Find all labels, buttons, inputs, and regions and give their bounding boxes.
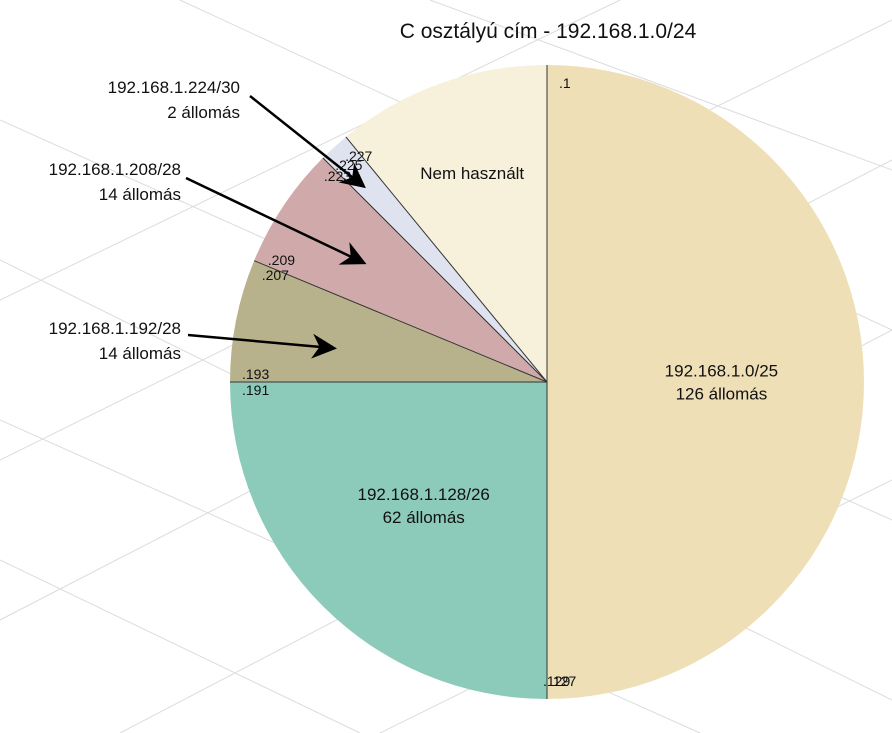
annotation-label-1: 14 állomás bbox=[99, 185, 181, 204]
addr-last-0: .127 bbox=[549, 673, 576, 689]
addr-last-4: .227 bbox=[345, 148, 372, 164]
pie-slice-4 bbox=[322, 136, 547, 382]
annotation-label-2: 192.168.1.192/28 bbox=[49, 319, 181, 338]
annotation-label-1: 192.168.1.208/28 bbox=[49, 160, 181, 179]
slice-divider bbox=[253, 260, 548, 383]
slice-divider bbox=[322, 157, 548, 383]
addr-first-0: .1 bbox=[559, 75, 571, 91]
addr-last-2: .207 bbox=[262, 267, 289, 283]
pie-slice-0 bbox=[547, 65, 864, 699]
grid-line bbox=[429, 0, 892, 171]
slice-dividers bbox=[230, 65, 548, 699]
pie-slices bbox=[230, 65, 864, 699]
pie-slice-3 bbox=[254, 157, 547, 382]
slice-label-0: 192.168.1.0/25 bbox=[665, 362, 778, 381]
grid-line bbox=[0, 0, 621, 301]
addr-last-1: .191 bbox=[242, 382, 269, 398]
annotation-label-2: 14 állomás bbox=[99, 344, 181, 363]
pie-slice-2 bbox=[230, 260, 547, 382]
addr-first-1: .129 bbox=[543, 673, 570, 689]
slice-labels: 192.168.1.0/25 126 állomás 192.168.1.128/2… bbox=[358, 164, 779, 527]
addr-first-2: .193 bbox=[242, 366, 269, 382]
slice-divider bbox=[345, 136, 548, 383]
annotation-arrow-1 bbox=[185, 176, 367, 265]
annotation-arrow-2 bbox=[187, 333, 337, 359]
slice-label-1: 192.168.1.128/26 bbox=[358, 485, 490, 504]
annotation-arrow-0 bbox=[249, 95, 366, 189]
annotations: 192.168.1.224/30 2 állomás 192.168.1.208/2… bbox=[49, 78, 367, 363]
annotation-label-0: 192.168.1.224/30 bbox=[108, 78, 240, 97]
slice-label-0: 126 állomás bbox=[676, 385, 768, 404]
slice-label-5: Nem használt bbox=[420, 164, 524, 183]
chart-title: C osztályú cím - 192.168.1.0/24 bbox=[400, 20, 697, 43]
pie-slice-1 bbox=[230, 382, 547, 699]
annotation-label-0: 2 állomás bbox=[167, 103, 240, 122]
addr-first-3: .209 bbox=[268, 252, 295, 268]
pie-slice-5 bbox=[345, 65, 547, 382]
slice-label-1: 62 állomás bbox=[383, 508, 465, 527]
